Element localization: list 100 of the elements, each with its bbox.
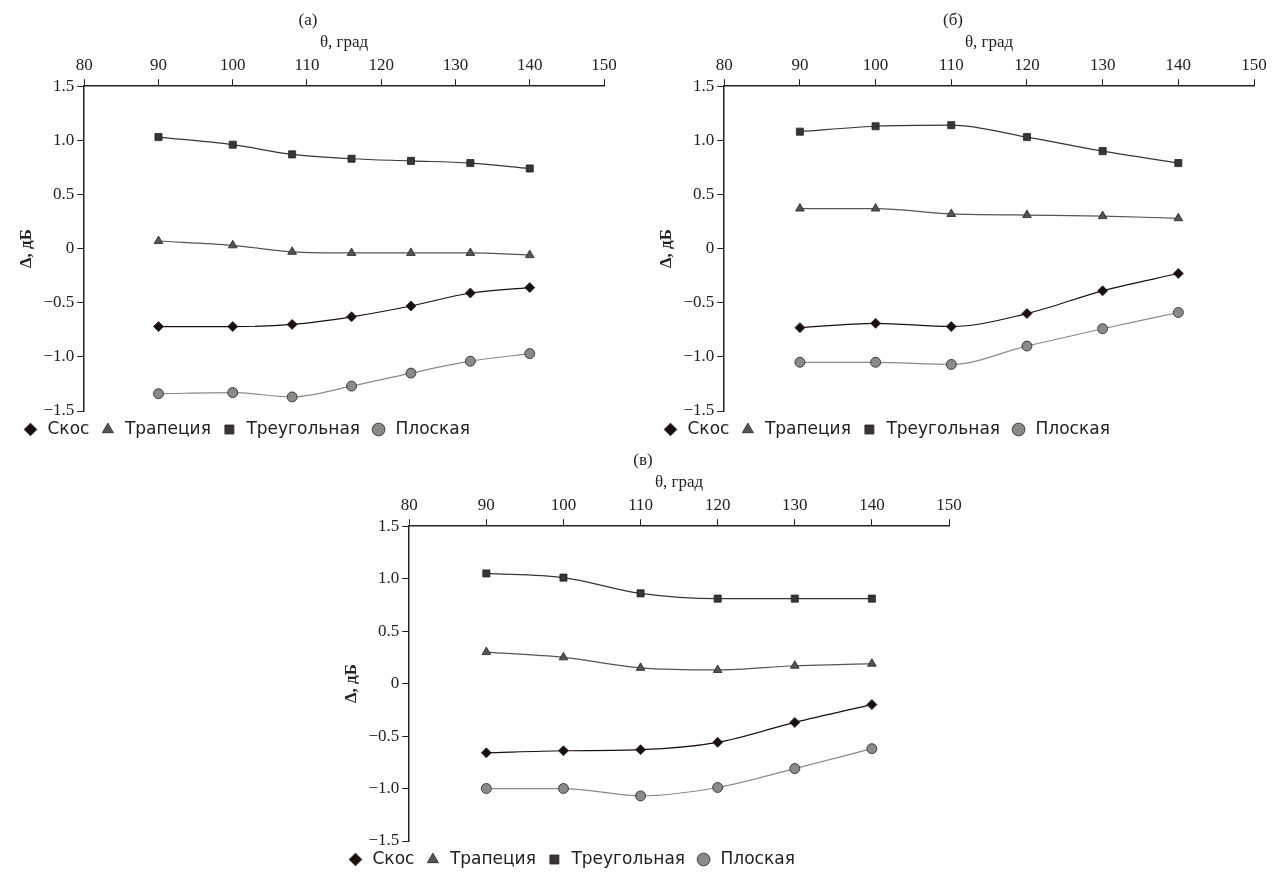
point [1097, 323, 1109, 335]
legend-label: Трапеция [448, 847, 536, 868]
x-axis-title: θ, град [964, 32, 1014, 52]
x-tick-label: 120 [704, 495, 731, 515]
y-tick-label: −1.0 [368, 778, 400, 797]
point [286, 318, 298, 330]
point [346, 247, 357, 256]
point [712, 782, 724, 793]
point [482, 569, 491, 578]
point [480, 783, 492, 794]
point [947, 121, 956, 130]
point [712, 664, 723, 673]
point [867, 658, 877, 667]
point [464, 287, 476, 299]
point [1172, 268, 1184, 279]
point [1097, 210, 1108, 220]
x-tick-label: 150 [591, 55, 617, 75]
y-tick-label: 1.0 [692, 129, 715, 149]
y-tick-label: 0 [390, 673, 400, 693]
x-tick-label: 120 [368, 55, 394, 75]
point [713, 594, 722, 603]
point [558, 745, 569, 757]
point [524, 282, 536, 293]
x-tick-label: 140 [1165, 55, 1192, 75]
y-tick-label: 1.0 [377, 568, 400, 588]
point [867, 594, 876, 603]
x-tick-label: 100 [862, 55, 889, 75]
point [464, 355, 476, 367]
point [871, 122, 880, 131]
point [635, 744, 646, 756]
y-tick-label: 1.5 [377, 515, 400, 535]
point [1098, 147, 1107, 156]
legend-label: Плоская [720, 847, 795, 868]
point [524, 348, 536, 360]
point [795, 127, 804, 136]
chart-title: (б) [943, 9, 963, 29]
x-tick-label: 120 [1014, 55, 1040, 75]
point [347, 154, 356, 163]
y-tick-label: −1.0 [683, 346, 715, 366]
point [227, 387, 239, 398]
chart-title: (в) [633, 449, 653, 469]
y-axis-title: Δ, дБ [340, 664, 360, 704]
point [1174, 159, 1183, 168]
point [866, 743, 878, 755]
x-tick-label: 150 [936, 495, 962, 515]
x-tick-label: 110 [628, 495, 653, 515]
x-tick-label: 80 [715, 55, 733, 75]
y-tick-label: 0.5 [377, 620, 400, 640]
x-axis-title: θ, град [654, 472, 704, 492]
point [405, 367, 417, 379]
point [228, 239, 238, 249]
y-tick-label: 0.5 [52, 183, 75, 203]
point [1022, 209, 1032, 218]
x-tick-label: 130 [782, 495, 808, 515]
x-tick-label: 130 [442, 55, 469, 75]
point [153, 321, 164, 332]
x-tick-label: 150 [1241, 55, 1267, 75]
x-tick-label: 110 [294, 55, 320, 75]
legend-label: Трапеция [123, 417, 211, 438]
x-tick-label: 100 [550, 495, 577, 515]
point [480, 747, 492, 759]
point [1172, 307, 1184, 318]
legend-label: Скос [687, 417, 730, 438]
point [866, 699, 878, 710]
x-tick-label: 140 [517, 55, 543, 75]
y-tick-label: −1.5 [683, 400, 715, 420]
point [346, 380, 357, 392]
y-axis-title: Δ, дБ [15, 229, 35, 269]
point [870, 317, 881, 329]
point [154, 133, 163, 142]
legend-label: Плоская [395, 417, 470, 438]
point [870, 356, 881, 368]
y-tick-label: 0 [705, 238, 715, 258]
point [1097, 285, 1109, 297]
y-tick-label: −1.0 [43, 346, 75, 366]
legend-label: Трапеция [763, 417, 851, 438]
legend-label: Скос [372, 847, 415, 868]
point [558, 783, 569, 794]
point [1173, 212, 1184, 222]
point [789, 717, 801, 728]
x-tick-label: 110 [938, 55, 964, 75]
point [636, 589, 645, 598]
chart-title: (а) [298, 9, 318, 29]
point [466, 159, 475, 168]
legend-label: Треугольная [245, 417, 361, 438]
y-axis-title: Δ, дБ [655, 229, 675, 269]
point [790, 660, 800, 669]
point [228, 140, 237, 149]
y-tick-label: −0.5 [43, 292, 75, 312]
point [558, 651, 569, 661]
point [286, 391, 298, 403]
x-tick-label: 90 [149, 55, 167, 75]
y-tick-label: 1.5 [52, 75, 75, 95]
x-tick-label: 130 [1089, 55, 1116, 75]
legend-label: Треугольная [570, 847, 686, 868]
y-tick-label: 0 [65, 238, 75, 258]
point [559, 573, 568, 582]
y-tick-label: −0.5 [683, 292, 715, 312]
point [1023, 133, 1031, 142]
point [790, 594, 799, 603]
